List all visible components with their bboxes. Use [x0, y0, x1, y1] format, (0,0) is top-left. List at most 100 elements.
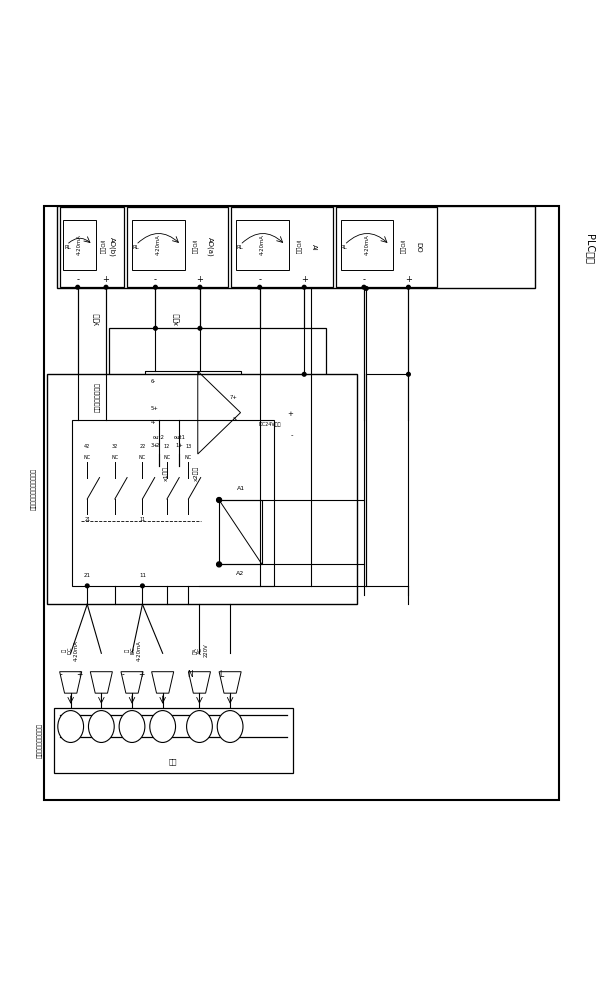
Bar: [243, 408, 296, 442]
Text: 输A
AC
220V: 输A AC 220V: [192, 643, 209, 657]
Text: +: +: [287, 411, 293, 417]
Circle shape: [198, 326, 202, 330]
Text: L: L: [219, 670, 223, 679]
Text: 21: 21: [84, 517, 91, 522]
Text: x2信号: x2信号: [193, 466, 199, 481]
Circle shape: [217, 498, 222, 502]
Text: NC: NC: [111, 455, 118, 460]
Circle shape: [407, 285, 410, 289]
Bar: [44, 206, 559, 800]
Text: 21: 21: [84, 573, 91, 578]
Text: RL: RL: [237, 245, 243, 250]
Text: DC24V电源: DC24V电源: [259, 422, 281, 427]
Text: I/O模块: I/O模块: [190, 240, 196, 254]
Circle shape: [140, 584, 144, 588]
Text: 7+: 7+: [230, 395, 238, 400]
Text: NC: NC: [163, 455, 171, 460]
Text: 输
DC
4-20mA: 输 DC 4-20mA: [62, 640, 78, 661]
Text: out1: out1: [174, 435, 185, 440]
Text: -: -: [290, 433, 293, 439]
Circle shape: [217, 562, 222, 567]
Text: 端排: 端排: [169, 758, 177, 765]
Circle shape: [362, 285, 366, 289]
Bar: [336, 207, 437, 287]
Text: y信号: y信号: [93, 313, 100, 325]
Text: 22: 22: [139, 444, 145, 449]
Circle shape: [198, 285, 202, 289]
Text: 4-20mA: 4-20mA: [365, 235, 370, 255]
Text: out2: out2: [153, 435, 164, 440]
Text: AO(a): AO(a): [207, 237, 213, 257]
Circle shape: [258, 285, 262, 289]
Text: +: +: [103, 275, 110, 284]
Bar: [232, 207, 333, 287]
Text: +: +: [77, 670, 83, 679]
Text: 4-20mA: 4-20mA: [260, 235, 265, 255]
Circle shape: [365, 287, 368, 290]
Text: 4-: 4-: [150, 420, 156, 425]
Circle shape: [76, 285, 79, 289]
Text: NC: NC: [139, 455, 146, 460]
Text: 8-: 8-: [232, 417, 238, 422]
Text: NC: NC: [185, 455, 192, 460]
Circle shape: [104, 285, 108, 289]
Bar: [54, 708, 293, 773]
Ellipse shape: [119, 711, 145, 742]
Text: 13: 13: [185, 444, 192, 449]
Bar: [341, 220, 393, 270]
Text: +: +: [197, 275, 203, 284]
Text: +: +: [301, 275, 307, 284]
Bar: [145, 371, 240, 454]
Text: A2: A2: [237, 571, 245, 576]
Text: PLC机架: PLC机架: [585, 234, 595, 264]
Bar: [219, 500, 262, 564]
Text: NC: NC: [84, 455, 91, 460]
Bar: [72, 420, 274, 586]
Circle shape: [153, 326, 157, 330]
Text: 11: 11: [139, 517, 145, 522]
Bar: [237, 220, 289, 270]
Text: 5+: 5+: [150, 406, 158, 411]
Text: RL: RL: [65, 245, 71, 250]
Text: 1+: 1+: [176, 443, 184, 448]
Text: -: -: [154, 275, 157, 284]
Ellipse shape: [89, 711, 114, 742]
Circle shape: [217, 498, 221, 502]
Text: 2-: 2-: [156, 443, 161, 448]
Bar: [63, 220, 96, 270]
Text: -: -: [258, 275, 261, 284]
Bar: [60, 207, 124, 287]
Text: DO: DO: [416, 242, 421, 253]
Text: 42: 42: [84, 444, 91, 449]
Text: -: -: [60, 670, 63, 679]
Text: AO(b): AO(b): [109, 237, 116, 257]
Bar: [108, 328, 326, 466]
Text: RL: RL: [341, 245, 347, 250]
Text: 4-20mA: 4-20mA: [156, 235, 161, 255]
Text: I/O模块: I/O模块: [399, 240, 404, 254]
Text: AI: AI: [311, 244, 317, 251]
Circle shape: [302, 372, 306, 376]
Text: 执行器或变频器输入端: 执行器或变频器输入端: [37, 723, 43, 758]
Ellipse shape: [150, 711, 176, 742]
Text: +: +: [138, 670, 144, 679]
Text: I/O模块: I/O模块: [294, 240, 300, 254]
Text: -: -: [362, 275, 365, 284]
Text: 32: 32: [111, 444, 118, 449]
Bar: [132, 220, 185, 270]
Text: 12: 12: [164, 444, 170, 449]
Text: 6-: 6-: [150, 379, 156, 384]
Bar: [127, 207, 229, 287]
Ellipse shape: [217, 711, 243, 742]
Circle shape: [302, 285, 306, 289]
Bar: [57, 206, 535, 288]
Text: 3+: 3+: [150, 443, 158, 448]
Circle shape: [153, 285, 157, 289]
Bar: [145, 371, 198, 454]
Text: -: -: [76, 275, 79, 284]
Text: 一人一切换控制器: 一人一切换控制器: [95, 382, 100, 412]
Text: 输
DC
4-20mA: 输 DC 4-20mA: [125, 640, 142, 661]
Circle shape: [86, 584, 89, 588]
Text: 4-20mA: 4-20mA: [77, 235, 82, 255]
Ellipse shape: [187, 711, 213, 742]
